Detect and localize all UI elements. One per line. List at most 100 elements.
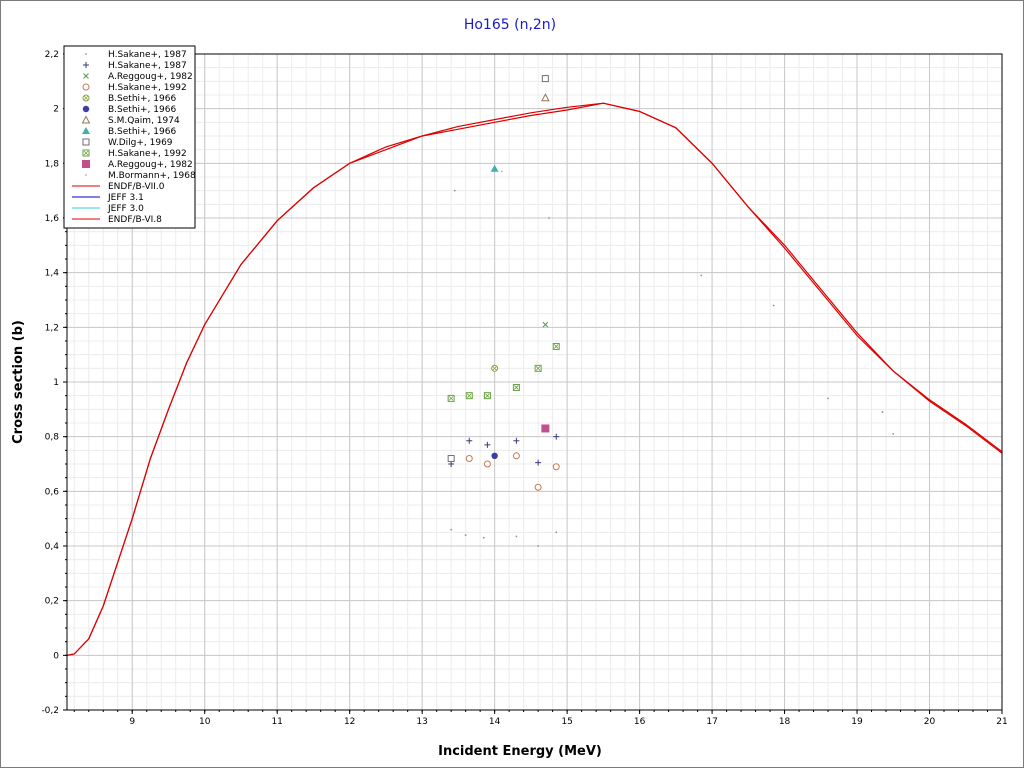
y-tick-label: 1,2 <box>45 323 59 333</box>
data-point-s4-p0-d2 <box>492 366 497 371</box>
data-point-s10-p0 <box>541 424 550 433</box>
plot-border <box>66 53 1003 711</box>
legend-marker-3 <box>82 83 90 91</box>
data-point-s3-p4-shape <box>552 463 560 471</box>
x-tick-label: 16 <box>634 717 646 727</box>
legend-marker-8-shape <box>82 138 90 146</box>
data-point-s9-p1-d2 <box>466 393 472 398</box>
data-point-s0-p9-shape <box>772 304 775 307</box>
y-tick-label: 2 <box>53 105 59 115</box>
legend-label-5: B.Sethi+, 1966 <box>108 105 176 115</box>
data-point-s0-p6 <box>453 189 456 192</box>
legend-label-8: W.Dilg+, 1969 <box>108 138 173 148</box>
y-tick-label: 1,4 <box>45 269 60 279</box>
data-point-s8-p1 <box>447 455 455 463</box>
data-point-s9-p0-d2 <box>448 396 454 401</box>
data-point-s0-p10 <box>827 397 829 400</box>
data-point-s9-p4-d2 <box>535 366 541 371</box>
data-point-s9-p1 <box>465 392 473 400</box>
data-point-s0-p4 <box>537 545 540 547</box>
x-tick-label: 19 <box>851 717 863 727</box>
legend-marker-3-shape <box>82 83 90 91</box>
y-tick-label: 0,4 <box>45 542 60 552</box>
legend-marker-7 <box>82 127 90 134</box>
data-point-s1-p4 <box>535 459 542 466</box>
x-tick-label: 10 <box>199 717 211 727</box>
legend-marker-9-d2 <box>83 150 89 156</box>
data-point-s1-p2 <box>484 441 491 448</box>
y-axis-ticks: -0,2 0 0,2 0,4 0,6 0,8 1 1,2 1,4 1,6 1,8 2 2,2 <box>41 50 67 716</box>
data-point-s0-p12-shape <box>892 433 895 435</box>
y-tick-label: 0,8 <box>45 433 60 443</box>
y-tick-label: 1,8 <box>45 159 60 169</box>
data-point-s3-p3 <box>534 483 542 491</box>
x-tick-label: 17 <box>706 717 717 727</box>
data-point-s1-p1 <box>466 437 473 444</box>
data-point-s3-p1 <box>483 460 491 468</box>
legend-label-3: H.Sakane+, 1992 <box>108 83 187 93</box>
data-point-s3-p3-shape <box>534 483 542 491</box>
y-tick-label: 0,6 <box>45 487 60 497</box>
legend-label-9: H.Sakane+, 1992 <box>108 149 187 159</box>
data-point-s0-p11-shape <box>881 411 884 413</box>
legend-marker-5 <box>82 105 90 113</box>
legend-label-12: ENDF/B-VII.0 <box>108 182 165 192</box>
data-point-s3-p2 <box>512 452 520 460</box>
y-tick-label: 2,2 <box>45 50 59 60</box>
data-point-s0-p2 <box>482 536 485 539</box>
x-tick-label: 11 <box>271 717 282 727</box>
data-point-s2-p0 <box>542 321 549 328</box>
data-point-s6-p0 <box>541 93 550 102</box>
data-point-s0-p1-shape <box>464 534 467 536</box>
data-point-s0-p9 <box>772 304 775 307</box>
y-axis-label: Cross section (b) <box>11 320 26 444</box>
data-point-s1-p5 <box>553 433 560 440</box>
data-point-s11-p0-shape <box>500 170 503 173</box>
series-lines <box>66 102 1003 656</box>
data-point-s3-p1-shape <box>483 460 491 468</box>
data-point-s9-p5 <box>552 342 560 350</box>
legend-label-6: S.M.Qaim, 1974 <box>108 116 180 126</box>
data-point-s9-p3-d2 <box>514 385 519 390</box>
legend-marker-11-shape <box>85 174 87 176</box>
data-point-s0-p8-shape <box>700 274 703 277</box>
data-point-s2-p0-d2 <box>542 321 549 328</box>
legend-marker-1 <box>83 62 89 68</box>
legend-marker-11 <box>85 174 87 176</box>
legend-label-2: A.Reggoug+, 1982 <box>108 72 193 82</box>
data-point-s9-p3 <box>512 383 520 391</box>
legend-label-1: H.Sakane+, 1987 <box>108 61 187 71</box>
data-point-s8-p1-shape <box>447 455 455 463</box>
data-point-s0-p6-shape <box>453 189 456 192</box>
y-tick-label: -0,2 <box>41 706 59 716</box>
legend-marker-0-shape <box>85 53 87 55</box>
x-tick-label: 12 <box>344 717 355 727</box>
data-point-s0-p3 <box>515 535 518 538</box>
data-point-s0-p7-shape <box>548 217 550 219</box>
data-point-s9-p0 <box>447 394 455 402</box>
data-point-s0-p11 <box>881 411 884 413</box>
data-point-s0-p7 <box>548 217 550 219</box>
x-tick-label: 15 <box>561 717 572 727</box>
x-tick-label: 14 <box>489 717 501 727</box>
data-point-s9-p2-d2 <box>485 393 490 398</box>
legend-label-15: ENDF/B-VI.8 <box>108 215 162 225</box>
data-point-s0-p0-shape <box>450 528 453 531</box>
data-point-s9-p2 <box>483 392 491 400</box>
x-tick-label: 13 <box>416 717 427 727</box>
legend-label-13: JEFF 3.1 <box>107 193 144 203</box>
data-point-s3-p0 <box>465 455 473 463</box>
data-point-s8-p0-shape <box>541 75 549 83</box>
y-tick-label: 0,2 <box>45 597 59 607</box>
x-axis-label: Incident Energy (MeV) <box>438 744 602 759</box>
legend-marker-2-d2 <box>83 73 89 79</box>
data-point-s3-p0-shape <box>465 455 473 463</box>
y-tick-label: 1 <box>53 378 59 388</box>
legend-label-7: B.Sethi+, 1966 <box>108 127 176 137</box>
series-markers <box>447 75 895 547</box>
legend-marker-10 <box>82 160 90 168</box>
data-point-s9-p5-d2 <box>553 344 559 349</box>
legend-marker-4 <box>82 94 90 102</box>
data-point-s5-p0-shape <box>491 452 498 459</box>
